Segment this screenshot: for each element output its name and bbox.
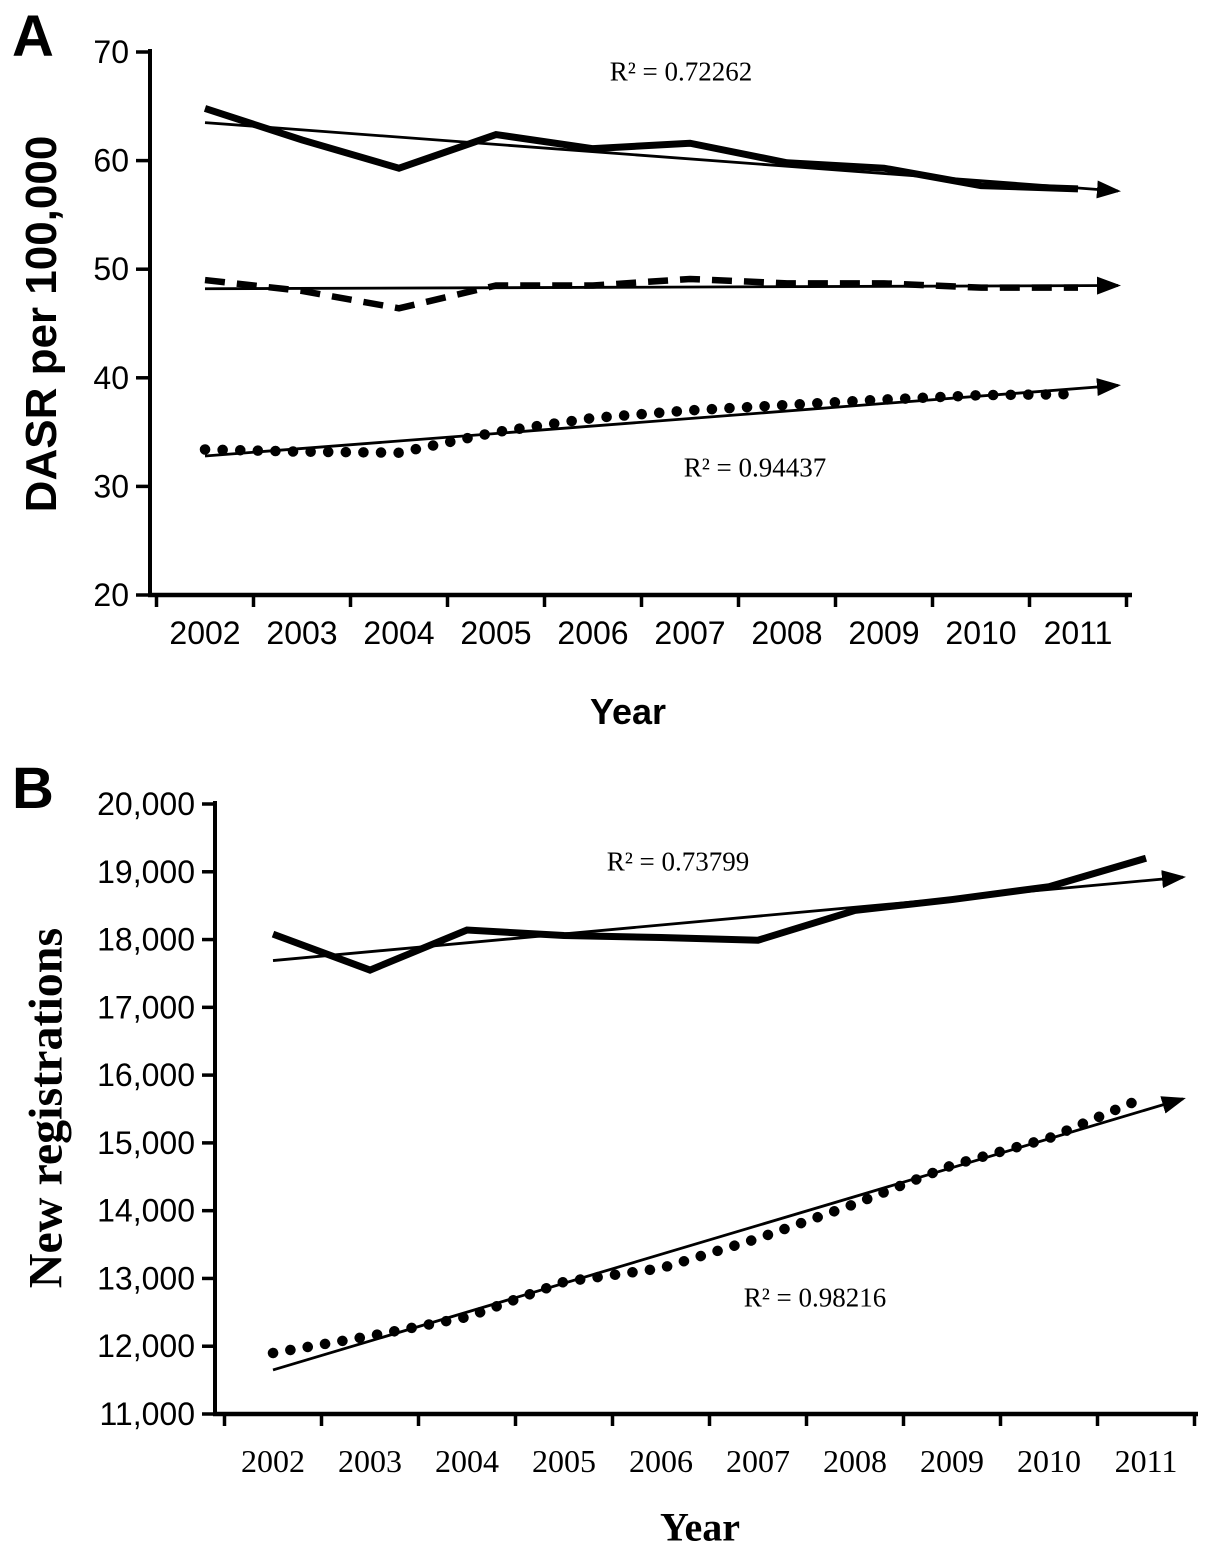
svg-text:2007: 2007 bbox=[654, 615, 725, 651]
svg-text:70: 70 bbox=[93, 34, 129, 70]
panel-a-y-axis-title: DASR per 100,000 bbox=[17, 135, 66, 513]
svg-text:2006: 2006 bbox=[629, 1443, 693, 1479]
svg-text:12,000: 12,000 bbox=[97, 1328, 195, 1364]
series-thick-solid-line bbox=[271, 854, 1147, 974]
svg-text:2002: 2002 bbox=[169, 615, 240, 651]
svg-text:2009: 2009 bbox=[920, 1443, 984, 1479]
series-dotted-line bbox=[199, 388, 1084, 458]
svg-text:50: 50 bbox=[93, 251, 129, 287]
svg-text:2009: 2009 bbox=[848, 615, 919, 651]
svg-text:19,000: 19,000 bbox=[97, 854, 195, 890]
svg-text:13,000: 13,000 bbox=[97, 1260, 195, 1296]
svg-text:2004: 2004 bbox=[435, 1443, 499, 1479]
svg-text:2006: 2006 bbox=[557, 615, 628, 651]
series-dashed-line bbox=[204, 275, 1078, 312]
svg-text:11,000: 11,000 bbox=[100, 1396, 196, 1432]
svg-text:2002: 2002 bbox=[241, 1443, 305, 1479]
svg-text:17,000: 17,000 bbox=[97, 989, 195, 1025]
svg-text:20: 20 bbox=[93, 577, 129, 613]
svg-text:30: 30 bbox=[93, 468, 129, 504]
panel-b-y-axis-title: New registrations bbox=[19, 927, 73, 1289]
svg-text:20,000: 20,000 bbox=[97, 786, 195, 822]
panel-a-letter: A bbox=[12, 4, 54, 69]
svg-text:2010: 2010 bbox=[945, 615, 1016, 651]
trendline-dashed-line bbox=[204, 276, 1121, 295]
r2-label-panel-a-solid-trend: R² = 0.72262 bbox=[609, 56, 753, 87]
svg-text:2008: 2008 bbox=[823, 1443, 887, 1479]
trendline-thick-solid-line bbox=[204, 121, 1121, 199]
panel-b-x-axis-title: Year bbox=[660, 1504, 740, 1550]
svg-text:15,000: 15,000 bbox=[97, 1125, 195, 1161]
svg-text:60: 60 bbox=[93, 143, 129, 179]
svg-text:2007: 2007 bbox=[726, 1443, 790, 1479]
svg-text:2005: 2005 bbox=[532, 1443, 596, 1479]
panel-b-letter: B bbox=[12, 756, 54, 821]
svg-text:2011: 2011 bbox=[1044, 615, 1113, 651]
svg-text:2004: 2004 bbox=[363, 615, 434, 651]
svg-text:40: 40 bbox=[93, 360, 129, 396]
svg-text:16,000: 16,000 bbox=[97, 1057, 195, 1093]
series-thick-solid-line bbox=[203, 105, 1079, 193]
svg-text:18,000: 18,000 bbox=[97, 922, 195, 958]
svg-text:2003: 2003 bbox=[338, 1443, 402, 1479]
r2-label-panel-b-solid-trend: R² = 0.73799 bbox=[606, 846, 750, 877]
r2-label-panel-b-dotted-trend: R² = 0.98216 bbox=[743, 1282, 887, 1313]
series-dotted-line bbox=[267, 1091, 1152, 1359]
svg-text:2005: 2005 bbox=[460, 615, 531, 651]
svg-text:14,000: 14,000 bbox=[97, 1193, 195, 1229]
svg-text:2010: 2010 bbox=[1017, 1443, 1081, 1479]
panel-a-x-axis-title: Year bbox=[589, 691, 667, 732]
trendline-dotted-line bbox=[204, 378, 1121, 458]
svg-text:2003: 2003 bbox=[266, 615, 337, 651]
r2-label-panel-a-dotted-trend: R² = 0.94437 bbox=[683, 452, 827, 483]
svg-text:2011: 2011 bbox=[1115, 1443, 1178, 1479]
svg-text:2008: 2008 bbox=[751, 615, 822, 651]
